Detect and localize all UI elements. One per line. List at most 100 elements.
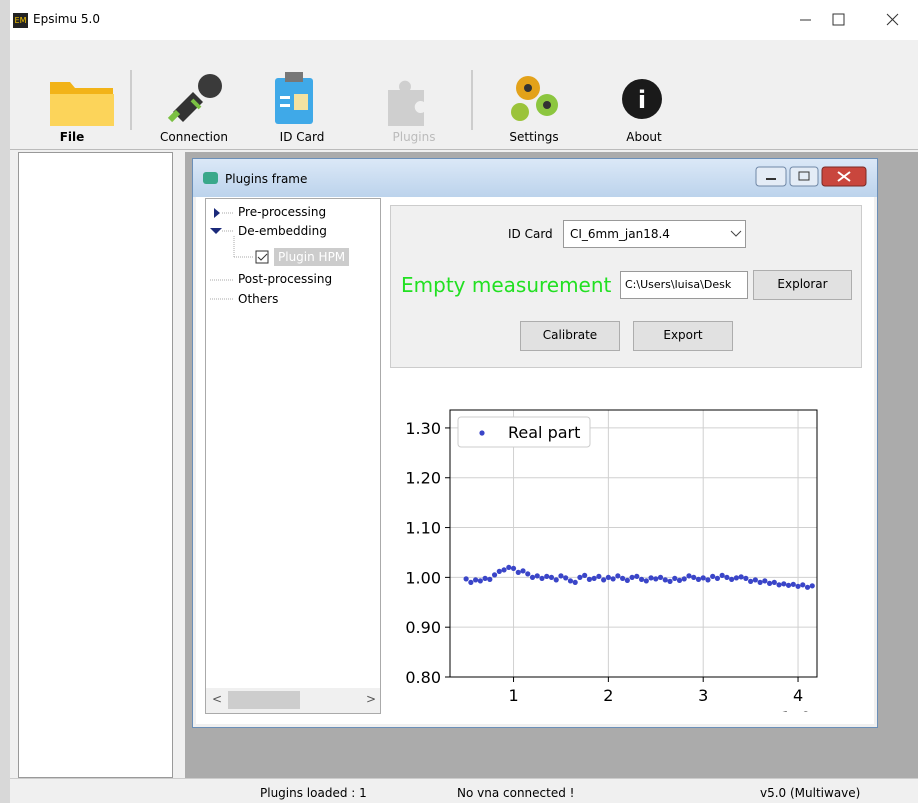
point	[714, 575, 721, 581]
status-version: v5.0 (Multiwave)	[760, 786, 861, 800]
point	[577, 574, 583, 580]
point	[525, 571, 531, 577]
point	[724, 574, 730, 580]
point	[800, 582, 806, 588]
point	[605, 574, 611, 580]
point	[676, 577, 683, 583]
point	[601, 577, 607, 583]
point	[615, 573, 621, 579]
point	[477, 578, 483, 584]
point	[529, 574, 536, 580]
status-bar	[10, 778, 918, 803]
point	[468, 579, 474, 585]
point	[473, 577, 479, 583]
scroll-thumb[interactable]	[228, 691, 300, 709]
point	[657, 574, 664, 580]
point	[766, 580, 773, 586]
point	[539, 575, 545, 581]
legend-label: Real part	[508, 423, 580, 442]
point	[700, 575, 706, 581]
y-tick-label: 1.20	[405, 469, 441, 488]
x-tick-label: 4	[793, 686, 803, 705]
export-button[interactable]: Export	[633, 321, 733, 351]
point	[686, 573, 692, 579]
scroll-left[interactable]: <	[212, 692, 223, 706]
point	[567, 578, 574, 584]
toolbar-plugins: Plugins	[392, 130, 436, 144]
x-tick-label: 3	[698, 686, 708, 705]
tree-item[interactable]: Others	[238, 292, 279, 306]
point	[691, 574, 697, 580]
y-tick-label: 1.30	[405, 419, 441, 438]
point	[771, 579, 777, 585]
point	[809, 583, 815, 589]
window-title: Epsimu 5.0	[33, 12, 100, 26]
point	[534, 573, 540, 579]
path-field[interactable]: C:\Users\luisa\Desk	[620, 271, 748, 299]
id-card-dropdown[interactable]: CI_6mm_jan18.4	[563, 220, 746, 248]
toolbar-connection[interactable]: Connection	[160, 130, 228, 144]
id-card-label: ID Card	[508, 227, 553, 241]
tree-item[interactable]: De-embedding	[238, 224, 327, 238]
point	[785, 582, 792, 588]
frame-controls[interactable]	[755, 166, 870, 188]
point	[781, 581, 787, 587]
point	[520, 568, 526, 574]
point	[752, 577, 758, 583]
point	[638, 576, 645, 582]
tree-item-selected[interactable]: Plugin HPM	[274, 248, 350, 266]
toolbar-icons: i	[50, 70, 662, 130]
legend-box	[457, 416, 591, 448]
point	[662, 577, 668, 583]
point	[695, 576, 702, 582]
tree-item[interactable]: Pre-processing	[238, 205, 327, 219]
app-icon: EM	[13, 13, 28, 28]
point	[705, 577, 711, 583]
plot-frame	[449, 409, 818, 678]
point	[586, 576, 593, 582]
point	[548, 574, 555, 580]
toolbar-id-card[interactable]: ID Card	[279, 130, 325, 144]
point	[610, 576, 616, 582]
y-tick-label: 1.10	[405, 519, 441, 538]
frame-title: Plugins frame	[225, 172, 308, 186]
point	[743, 575, 749, 581]
point	[629, 574, 635, 580]
point	[558, 573, 564, 579]
dropdown-arrow	[730, 230, 742, 237]
point	[672, 575, 678, 581]
y-tick-label: 1.00	[405, 568, 441, 587]
point	[563, 575, 569, 581]
point	[491, 572, 498, 578]
toolbar-file[interactable]: File	[59, 130, 85, 144]
point	[804, 584, 811, 590]
point	[501, 567, 507, 573]
point	[710, 573, 716, 579]
point	[757, 579, 763, 585]
status-vna: No vna connected !	[457, 786, 575, 800]
point	[582, 572, 588, 578]
x-tick-label: 2	[603, 686, 613, 705]
point	[572, 579, 578, 585]
tree-item[interactable]: Post-processing	[238, 272, 333, 286]
status-text: Empty measurement	[401, 273, 612, 297]
point	[515, 569, 521, 575]
point	[596, 573, 602, 579]
svg-text:i: i	[638, 86, 646, 114]
window-controls[interactable]	[800, 8, 910, 32]
scroll-right[interactable]: >	[366, 692, 377, 706]
point	[553, 577, 559, 583]
point	[748, 578, 754, 584]
explorar-button[interactable]: Explorar	[753, 270, 852, 300]
status-plugins: Plugins loaded : 1	[260, 786, 367, 800]
toolbar	[10, 40, 918, 150]
point	[496, 568, 502, 574]
point	[463, 576, 469, 582]
toolbar-about[interactable]: About	[626, 130, 662, 144]
point	[506, 564, 512, 571]
tree-lines	[210, 208, 269, 300]
calibrate-button[interactable]: Calibrate	[520, 321, 620, 351]
title-bar	[10, 0, 918, 40]
toolbar-settings[interactable]: Settings	[509, 130, 559, 144]
